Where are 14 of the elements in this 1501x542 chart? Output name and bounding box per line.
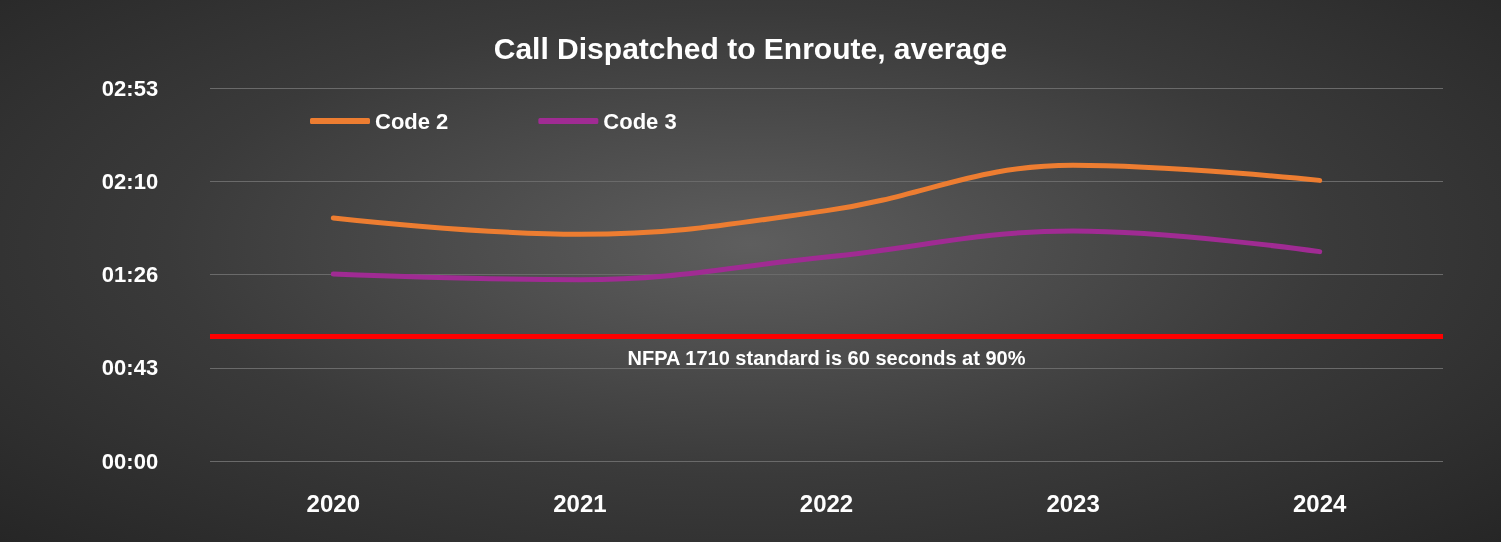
y-tick-label: 00:43 <box>101 355 159 381</box>
y-tick-label: 00:00 <box>101 448 159 474</box>
y-tick-label: 02:10 <box>101 168 159 194</box>
x-tick-label: 2020 <box>306 489 360 517</box>
ref-line-label: NFPA 1710 standard is 60 seconds at 90% <box>627 346 1026 369</box>
legend-label: Code 3 <box>603 108 677 134</box>
x-tick-label: 2021 <box>553 489 607 517</box>
chart-title: Call Dispatched to Enroute, average <box>493 31 1008 65</box>
x-tick-label: 2023 <box>1046 489 1100 517</box>
x-tick-label: 2022 <box>799 489 854 517</box>
y-tick-label: 02:53 <box>101 75 159 101</box>
legend-label: Code 2 <box>375 108 449 134</box>
y-tick-label: 01:26 <box>101 262 159 287</box>
x-tick-label: 2024 <box>1293 489 1348 517</box>
